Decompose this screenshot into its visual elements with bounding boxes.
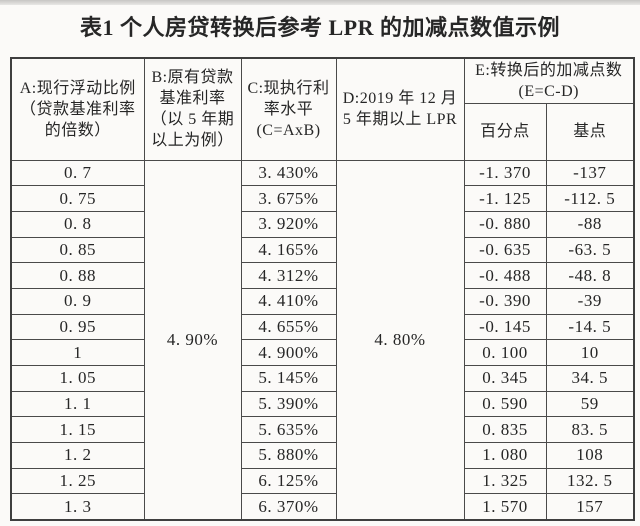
table-row: 1. 25 6. 125% 1. 325 132. 5: [10, 467, 635, 495]
cell-e-pct-12: 1. 325: [463, 467, 547, 495]
cell-a-13: 1. 3: [10, 493, 145, 521]
cell-e-pct-2: -0. 880: [463, 210, 547, 238]
cell-e-pct-0: -1. 370: [463, 159, 547, 187]
cell-c-0: 3. 430%: [240, 159, 337, 187]
table-row: 0. 8 3. 920% -0. 880 -88: [10, 210, 635, 238]
page-title: 表1 个人房贷转换后参考 LPR 的加减点数值示例: [79, 15, 560, 40]
cell-e-pct-6: -0. 145: [463, 313, 547, 341]
cell-c-11: 5. 880%: [240, 442, 337, 469]
cell-e-bp-9: 59: [545, 390, 635, 418]
cell-c-2: 3. 920%: [240, 210, 337, 238]
cell-c-5: 4. 410%: [240, 287, 337, 315]
cell-e-bp-13: 157: [545, 493, 635, 521]
table-row: 0. 7 4. 90% 3. 430% 4. 80% -1. 370 -137: [10, 159, 635, 521]
cell-a-4: 0. 88: [10, 262, 145, 289]
cell-c-7: 4. 900%: [240, 339, 337, 366]
cell-e-bp-3: -63. 5: [545, 236, 635, 264]
cell-a-9: 1. 1: [10, 390, 145, 418]
table-row: 1. 05 5. 145% 0. 345 34. 5: [10, 365, 635, 392]
cell-c-13: 6. 370%: [240, 493, 337, 521]
header-col-e-basis: 基点: [545, 102, 635, 161]
header-col-a: A:现行浮动比例 （贷款基准利率 的倍数）: [10, 57, 145, 161]
cell-e-pct-7: 0. 100: [463, 339, 547, 366]
cell-e-pct-13: 1. 570: [463, 493, 547, 521]
table-row: 0. 88 4. 312% -0. 488 -48. 8: [10, 262, 635, 289]
cell-e-bp-10: 83. 5: [545, 416, 635, 444]
cell-e-bp-5: -39: [545, 287, 635, 315]
cell-e-bp-8: 34. 5: [545, 365, 635, 392]
cell-e-pct-3: -0. 635: [463, 236, 547, 264]
lpr-conversion-table: A:现行浮动比例 （贷款基准利率 的倍数） B:原有贷款 基准利率 （以 5 年…: [10, 57, 636, 521]
cell-e-bp-11: 108: [545, 442, 635, 469]
table-row: 0. 75 3. 675% -1. 125 -112. 5: [10, 185, 635, 212]
cell-e-bp-1: -112. 5: [545, 185, 635, 212]
cell-a-2: 0. 8: [10, 210, 145, 238]
cell-a-7: 1: [10, 339, 145, 366]
cell-e-pct-9: 0. 590: [463, 390, 547, 418]
cell-c-10: 5. 635%: [240, 416, 337, 444]
cell-e-bp-6: -14. 5: [545, 313, 635, 341]
table-row: 0. 95 4. 655% -0. 145 -14. 5: [10, 313, 635, 341]
cell-c-9: 5. 390%: [240, 390, 337, 418]
cell-e-pct-8: 0. 345: [463, 365, 547, 392]
cell-c-3: 4. 165%: [240, 236, 337, 264]
cell-e-pct-1: -1. 125: [463, 185, 547, 212]
header-col-e-percent: 百分点: [463, 102, 547, 161]
cell-a-0: 0. 7: [10, 159, 145, 187]
cell-e-pct-4: -0. 488: [463, 262, 547, 289]
cell-a-10: 1. 15: [10, 416, 145, 444]
cell-c-8: 5. 145%: [240, 365, 337, 392]
cell-c-4: 4. 312%: [240, 262, 337, 289]
cell-a-12: 1. 25: [10, 467, 145, 495]
header-row-1: A:现行浮动比例 （贷款基准利率 的倍数） B:原有贷款 基准利率 （以 5 年…: [10, 57, 635, 161]
header-col-e: E:转换后的加减点数 (E=C-D): [463, 57, 635, 104]
cell-c-12: 6. 125%: [240, 467, 337, 495]
cell-e-bp-12: 132. 5: [545, 467, 635, 495]
cell-e-bp-2: -88: [545, 210, 635, 238]
cell-e-pct-10: 0. 835: [463, 416, 547, 444]
table-row: 1. 1 5. 390% 0. 590 59: [10, 390, 635, 418]
table-row: 0. 9 4. 410% -0. 390 -39: [10, 287, 635, 315]
header-col-d: D:2019 年 12 月 5 年期以上 LPR: [335, 57, 465, 161]
cell-e-bp-7: 10: [545, 339, 635, 366]
cell-a-6: 0. 95: [10, 313, 145, 341]
table-row: 0. 85 4. 165% -0. 635 -63. 5: [10, 236, 635, 264]
table-row: 1. 15 5. 635% 0. 835 83. 5: [10, 416, 635, 444]
cell-c-6: 4. 655%: [240, 313, 337, 341]
cell-a-8: 1. 05: [10, 365, 145, 392]
cell-e-pct-5: -0. 390: [463, 287, 547, 315]
table-row: 1 4. 900% 0. 100 10: [10, 339, 635, 366]
cell-a-5: 0. 9: [10, 287, 145, 315]
header-col-c: C:现执行利 率水平 (C=AxB): [240, 57, 337, 161]
cell-a-1: 0. 75: [10, 185, 145, 212]
table-row: 1. 3 6. 370% 1. 570 157: [10, 493, 635, 521]
table-row: 1. 2 5. 880% 1. 080 108: [10, 442, 635, 469]
cell-c-1: 3. 675%: [240, 185, 337, 212]
cell-b-merged: 4. 90%: [143, 159, 242, 521]
cell-a-11: 1. 2: [10, 442, 145, 469]
header-row-2: 百分点 基点: [11, 102, 635, 161]
cell-e-bp-4: -48. 8: [545, 262, 635, 289]
header-col-b: B:原有贷款 基准利率 （以 5 年期 以上为例）: [143, 57, 242, 161]
top-edge-shade: [0, 0, 640, 5]
cell-e-pct-11: 1. 080: [463, 442, 547, 469]
cell-d-merged: 4. 80%: [335, 159, 465, 521]
cell-e-bp-0: -137: [545, 159, 635, 187]
cell-a-3: 0. 85: [10, 236, 145, 264]
